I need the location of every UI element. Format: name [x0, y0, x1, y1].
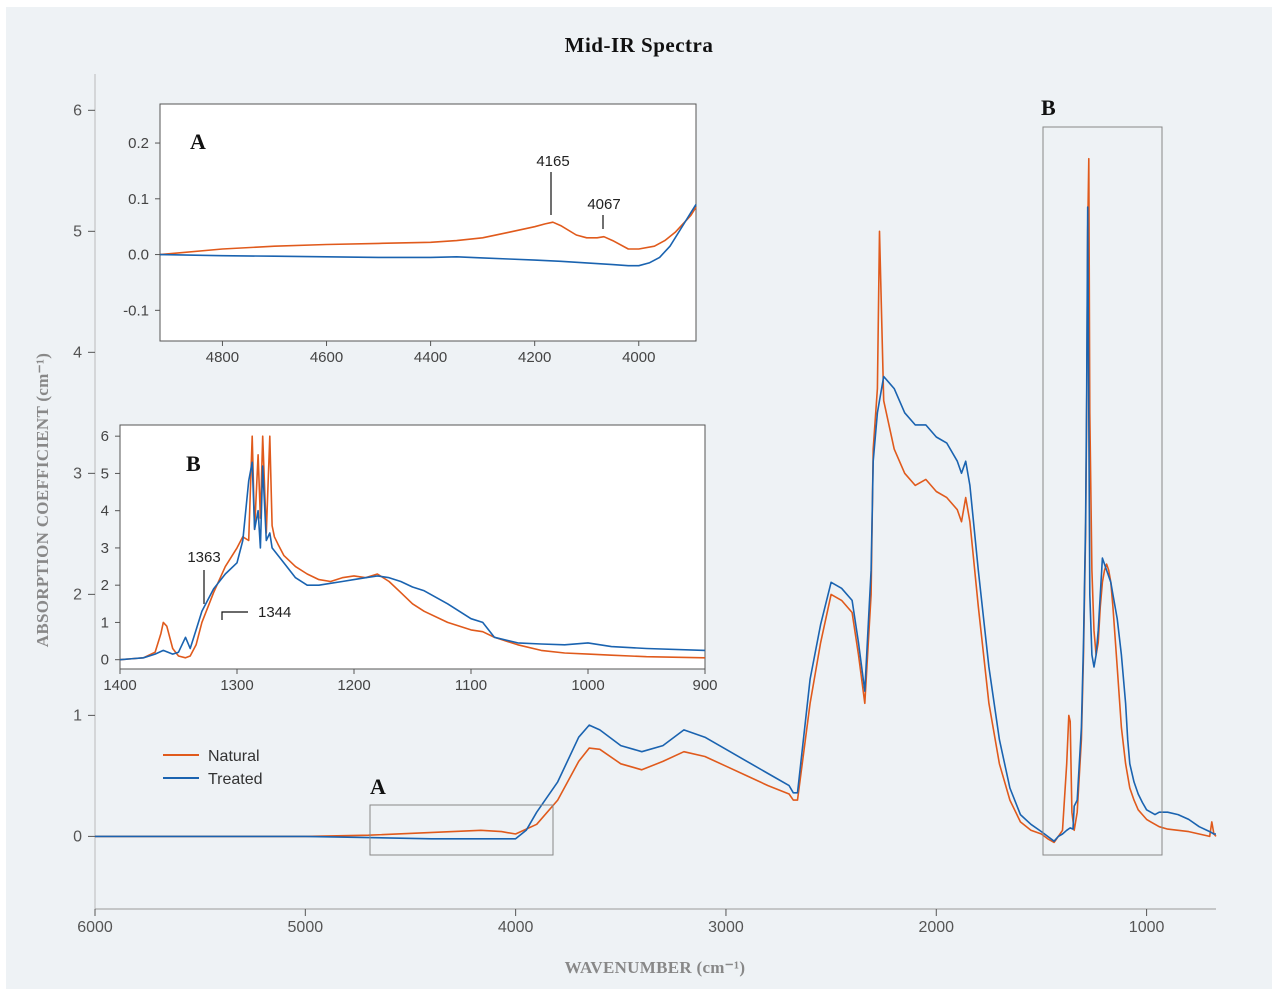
main-series: [95, 157, 1217, 844]
annotation-4067: 4067: [587, 196, 620, 213]
inset-a-series-natural: [159, 206, 697, 256]
inset-a-series: [159, 203, 697, 267]
inset-b: B 1400 1300 1200 1100 1000 900 6 5 4 3 2 1 0 1363 13…: [101, 424, 718, 694]
x-axis-title: WAVENUMBER (cm⁻¹): [565, 958, 746, 977]
region-label-a: A: [370, 774, 386, 799]
inset-a-ticks: 4800 4600 4400 4200 4000 0.2 0.1 0.0 -0.1: [123, 135, 655, 366]
inset-b-y-tick-label: 5: [101, 465, 109, 482]
inset-a-series-treated: [159, 203, 697, 267]
main-x-tick-label: 5000: [288, 919, 324, 936]
main-series-natural: [95, 157, 1217, 844]
inset-a: A 4800 4600 4400 4200 4000 0.2 0.1 0.0 -0.1 4165…: [123, 103, 697, 366]
inset-a-x-tick-label: 4400: [414, 349, 447, 366]
inset-a-x-tick-label: 4000: [622, 349, 655, 366]
inset-b-label: B: [186, 451, 201, 476]
main-plot: [94, 74, 1216, 910]
main-x-tick-label: 6000: [77, 919, 113, 936]
inset-b-x-tick-label: 900: [692, 677, 717, 694]
region-box-b: [1042, 126, 1163, 856]
inset-b-frame: [119, 424, 706, 670]
main-y-tick-label: 5: [73, 223, 82, 240]
main-x-tick-label: 2000: [918, 919, 954, 936]
annotation-line-1344: [221, 611, 248, 620]
inset-b-y-tick-label: 4: [101, 503, 109, 520]
main-x-tick-label: 4000: [498, 919, 534, 936]
inset-b-ticks: 1400 1300 1200 1100 1000 900 6 5 4 3 2 1 0: [101, 428, 718, 694]
inset-b-series-natural: [119, 435, 706, 661]
main-ticks: 6000 5000 4000 3000 2000 1000 0 1 2 3 4 5 6: [73, 102, 1164, 936]
y-axis-title: ABSORPTION COEFFICIENT (cm⁻¹): [33, 353, 52, 647]
inset-b-series: [119, 435, 706, 661]
inset-a-frame: [159, 103, 697, 342]
main-x-tick-label: 1000: [1129, 919, 1165, 936]
main-y-tick-label: 4: [73, 344, 82, 361]
main-y-tick-label: 2: [73, 586, 82, 603]
inset-b-series-treated: [119, 461, 706, 661]
inset-b-y-tick-label: 0: [101, 652, 109, 669]
inset-a-label: A: [190, 129, 206, 154]
region-label-b: B: [1041, 95, 1056, 120]
inset-b-x-tick-label: 1000: [571, 677, 604, 694]
annotation-4165: 4165: [536, 153, 569, 170]
inset-b-y-tick-label: 6: [101, 428, 109, 445]
main-y-tick-label: 3: [73, 465, 82, 482]
main-y-tick-label: 1: [73, 707, 82, 724]
inset-a-x-tick-label: 4600: [310, 349, 343, 366]
inset-a-y-tick-label: 0.2: [128, 135, 149, 152]
legend-label-natural: Natural: [208, 748, 260, 765]
inset-a-y-tick-label: 0.1: [128, 191, 149, 208]
inset-a-x-tick-label: 4200: [518, 349, 551, 366]
legend-label-treated: Treated: [208, 771, 263, 788]
annotation-1344: 1344: [258, 604, 291, 621]
inset-b-x-tick-label: 1200: [337, 677, 370, 694]
inset-b-x-tick-label: 1400: [103, 677, 136, 694]
main-x-tick-label: 3000: [708, 919, 744, 936]
inset-a-y-tick-label: -0.1: [123, 302, 149, 319]
main-y-tick-label: 0: [73, 828, 82, 845]
inset-b-y-tick-label: 3: [101, 540, 109, 557]
legend: Natural Treated: [163, 748, 263, 788]
main-y-tick-label: 6: [73, 102, 82, 119]
chart-title: Mid-IR Spectra: [565, 33, 714, 57]
annotation-1363: 1363: [187, 549, 220, 566]
inset-b-x-tick-label: 1100: [455, 677, 487, 694]
inset-a-x-tick-label: 4800: [206, 349, 239, 366]
inset-b-y-tick-label: 2: [101, 577, 109, 594]
region-box-a: [369, 804, 554, 856]
inset-b-y-tick-label: 1: [101, 614, 109, 631]
inset-b-x-tick-label: 1300: [220, 677, 253, 694]
inset-a-y-tick-label: 0.0: [128, 247, 149, 264]
main-series-treated: [95, 206, 1216, 843]
